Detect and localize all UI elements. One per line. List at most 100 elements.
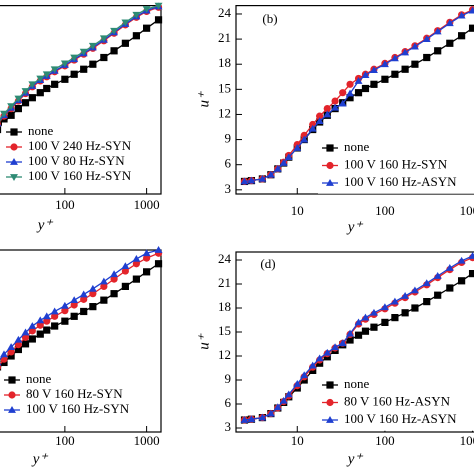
marker [36, 330, 44, 338]
marker [132, 32, 140, 40]
marker [434, 47, 442, 55]
y-tick-label: 9 [225, 131, 232, 146]
marker [80, 295, 88, 303]
marker [346, 89, 354, 97]
marker [361, 313, 370, 321]
x-axis-label: y⁺ [346, 219, 364, 235]
marker [458, 277, 466, 285]
marker [21, 99, 30, 107]
marker [346, 336, 354, 344]
y-tick-label: 12 [218, 347, 231, 362]
marker [10, 158, 18, 165]
marker [401, 48, 410, 56]
legend-background [0, 370, 151, 420]
marker [315, 354, 324, 362]
marker [61, 75, 69, 83]
marker [89, 60, 97, 68]
marker [423, 298, 431, 306]
marker [60, 301, 69, 309]
marker [7, 343, 16, 350]
marker [7, 352, 15, 360]
marker [468, 252, 474, 259]
series-line [0, 4, 159, 120]
marker [390, 54, 399, 62]
marker [50, 307, 59, 315]
marker [14, 104, 22, 113]
legend: none 100 V 160 Hz-SYN 100 V 160 Hz-ASYN [318, 137, 474, 194]
legend-label: none [28, 123, 54, 138]
marker [380, 303, 389, 311]
marker [121, 262, 130, 270]
marker [28, 94, 36, 102]
marker [401, 292, 410, 299]
marker [142, 249, 151, 257]
plot-frame [235, 4, 474, 195]
marker [316, 112, 324, 120]
series-line [0, 252, 159, 366]
marker [401, 309, 409, 317]
marker [401, 65, 409, 73]
y-tick-label: 6 [225, 395, 232, 410]
marker [0, 350, 8, 358]
marker [445, 264, 454, 271]
marker [410, 42, 419, 50]
marker [143, 24, 151, 32]
legend-background [318, 374, 474, 431]
legend-label: 80 V 160 Hz-ASYN [344, 393, 451, 408]
marker [0, 118, 8, 126]
marker [445, 19, 454, 27]
x-tick-label: 10 [291, 433, 304, 448]
y-tick-label: 12 [218, 105, 231, 120]
legend-label: 100 V 160 Hz-SYN [344, 156, 448, 171]
marker [154, 246, 163, 253]
marker [308, 361, 317, 369]
marker [354, 318, 363, 326]
marker [70, 54, 79, 62]
legend-label: 80 V 160 Hz-SYN [26, 386, 123, 401]
marker [361, 327, 370, 335]
marker [70, 301, 78, 309]
marker [132, 260, 140, 268]
x-axis-label: y⁺ [36, 217, 54, 233]
series-line [0, 5, 159, 122]
marker [0, 123, 2, 127]
legend-label: 100 V 160 Hz-SYN [26, 401, 130, 416]
marker [100, 53, 108, 62]
marker [0, 364, 2, 370]
y-tick-label: 15 [218, 80, 231, 95]
marker [273, 164, 282, 172]
y-tick-label: 24 [218, 5, 232, 20]
x-tick-label: 10 [291, 203, 304, 218]
marker [326, 416, 334, 423]
marker [100, 296, 108, 304]
marker [468, 24, 474, 32]
marker [266, 409, 275, 417]
panel-label: (b) [262, 11, 277, 26]
legend-label: none [344, 376, 370, 391]
x-tick-label: 1000 [460, 203, 474, 218]
marker [21, 340, 30, 348]
marker [300, 371, 309, 379]
marker [143, 254, 151, 262]
panel-label: (d) [260, 256, 275, 271]
marker [70, 312, 78, 320]
marker [28, 322, 37, 329]
x-axis-label: y⁺ [346, 451, 364, 467]
plot-frame [0, 4, 162, 195]
marker [323, 104, 331, 113]
marker [331, 97, 339, 105]
marker [338, 99, 347, 107]
marker [28, 81, 37, 89]
marker [458, 32, 466, 40]
y-tick-label: 21 [218, 275, 231, 290]
marker [370, 323, 378, 331]
marker [50, 66, 59, 74]
marker [0, 110, 8, 118]
marker [110, 27, 119, 35]
marker [279, 159, 288, 166]
y-tick-label: 18 [218, 299, 231, 314]
marker [14, 335, 23, 343]
marker [293, 380, 302, 387]
